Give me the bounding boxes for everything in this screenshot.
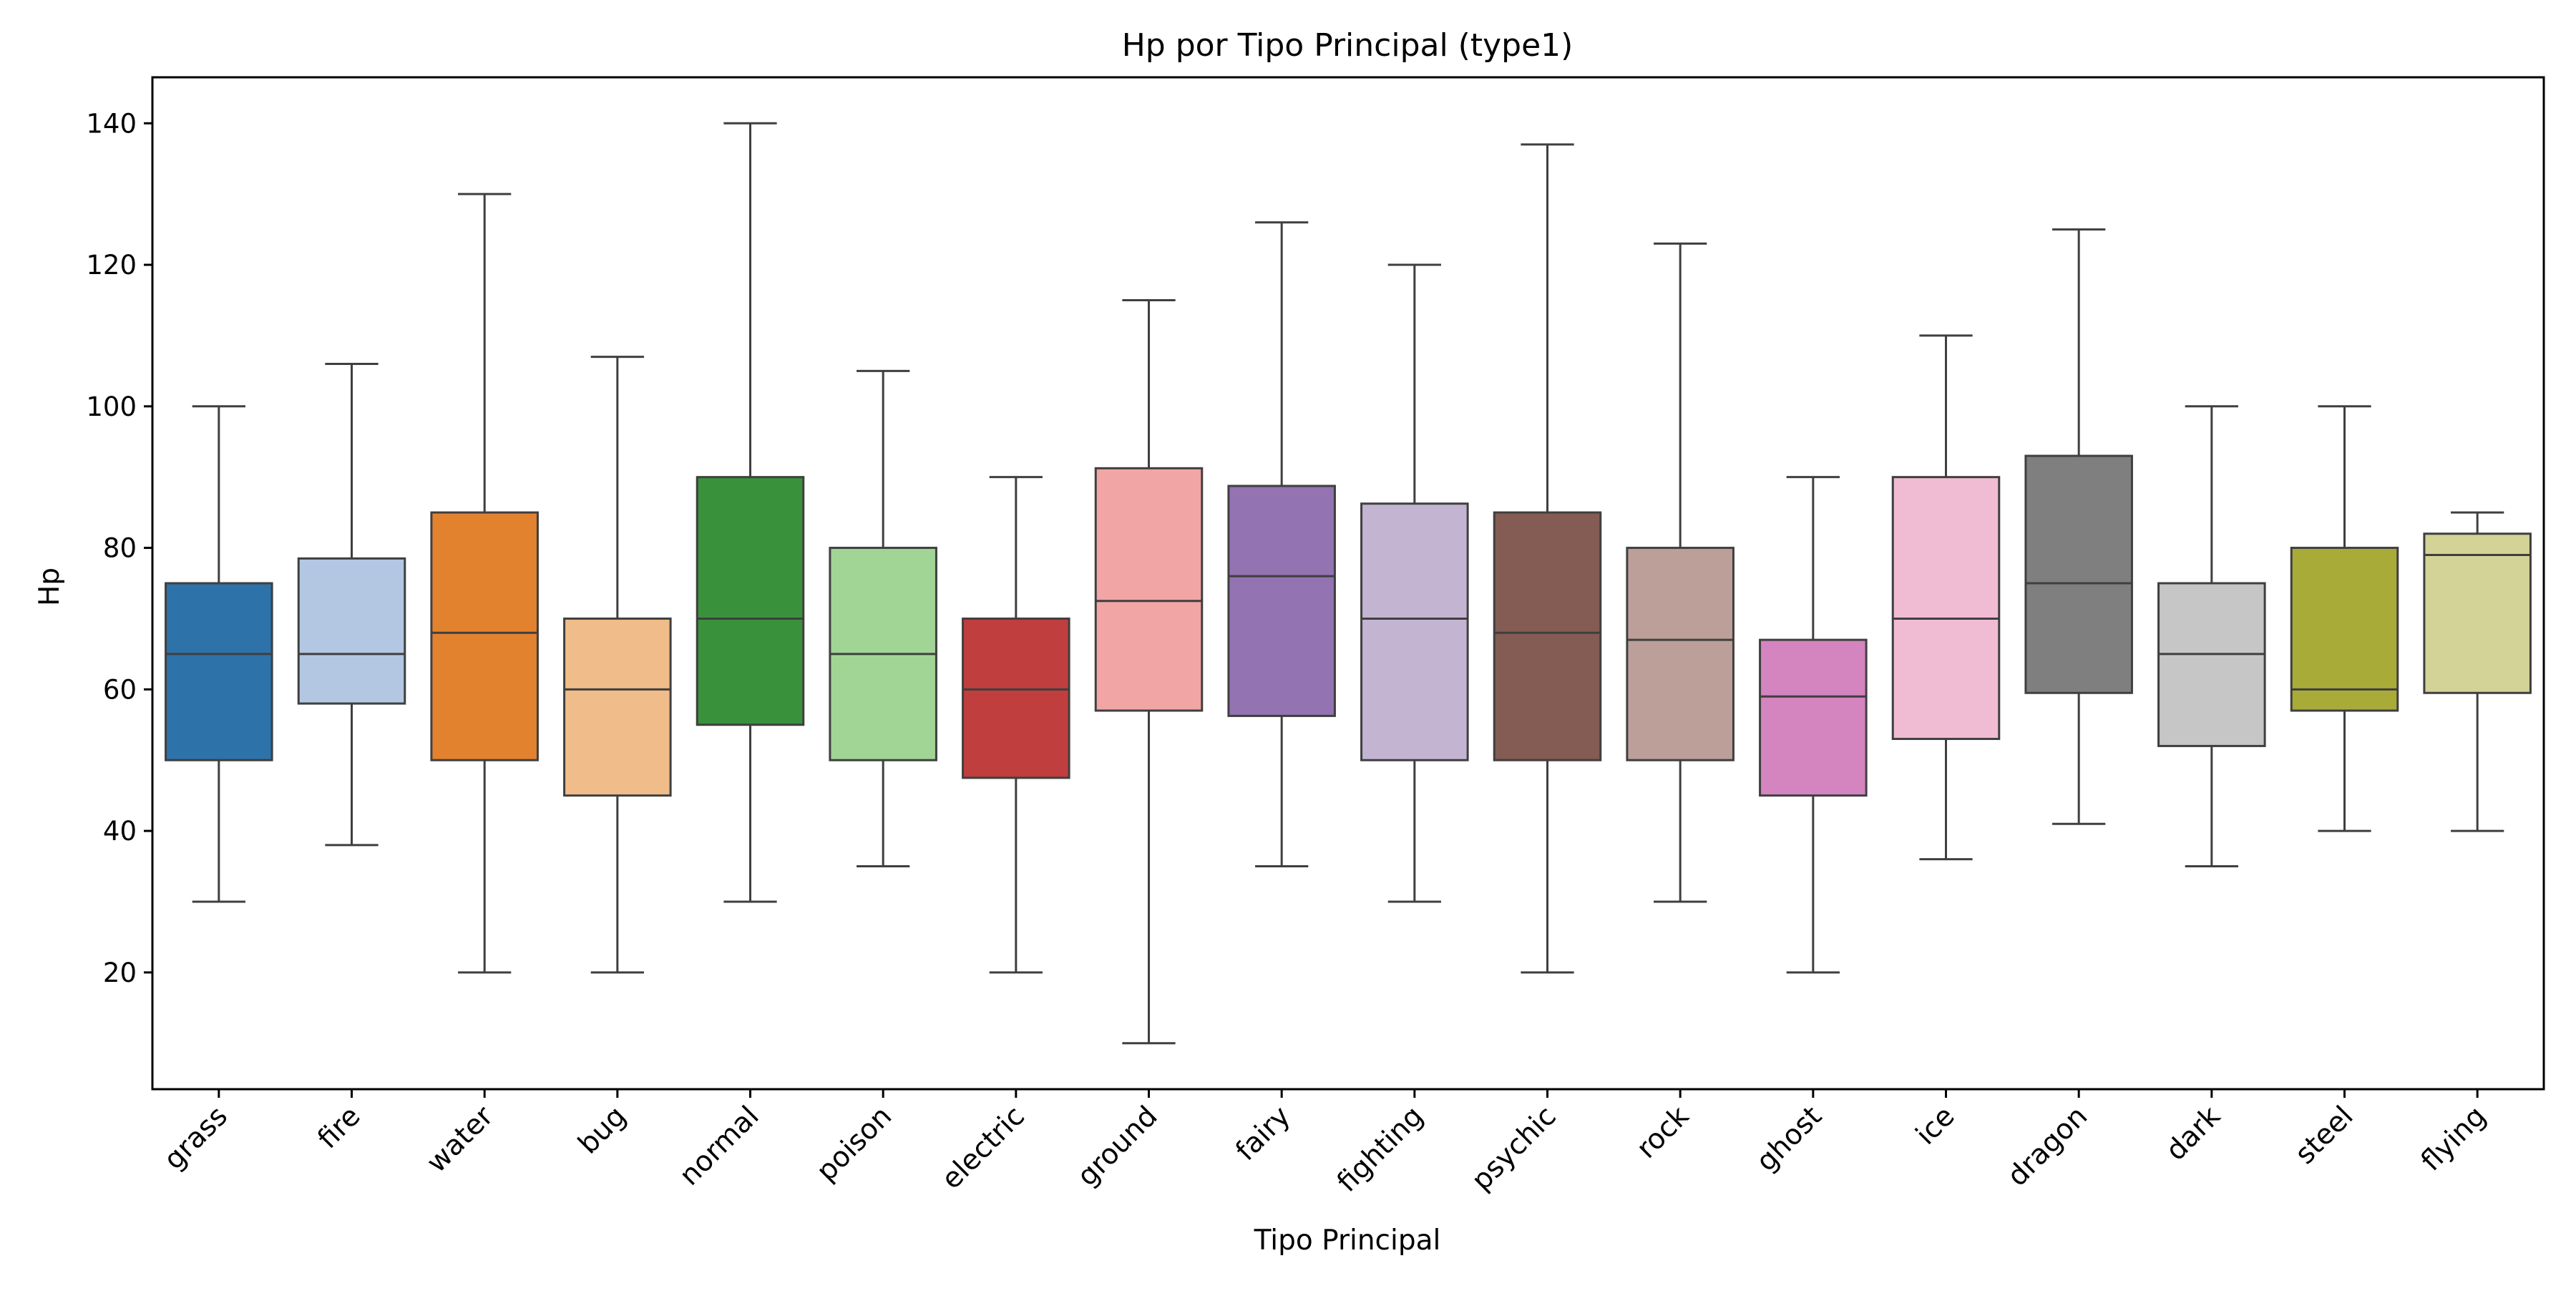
box-body bbox=[297, 557, 406, 705]
x-tick-label: normal bbox=[673, 1100, 765, 1192]
box-group-dark bbox=[2157, 405, 2266, 868]
x-tick-label: dark bbox=[2160, 1100, 2227, 1167]
x-tick-label: water bbox=[421, 1100, 500, 1179]
chart-title: Hp por Tipo Principal (type1) bbox=[1122, 27, 1574, 64]
y-tick-label: 40 bbox=[103, 816, 137, 847]
box-body bbox=[563, 617, 672, 797]
x-tick-label: flying bbox=[2415, 1100, 2492, 1177]
box-group-ghost bbox=[1759, 476, 1868, 974]
box-body bbox=[1891, 476, 2001, 741]
box-group-poison bbox=[829, 369, 937, 868]
x-tick-label: bug bbox=[572, 1100, 633, 1160]
box-group-bug bbox=[563, 356, 672, 974]
x-tick-label: ice bbox=[1910, 1100, 1961, 1151]
box-group-grass bbox=[165, 405, 273, 903]
box-body bbox=[165, 582, 273, 761]
x-tick-label: electric bbox=[935, 1100, 1031, 1196]
x-tick-label: rock bbox=[1631, 1100, 1696, 1165]
y-axis-label: Hp bbox=[34, 567, 66, 606]
box-group-fairy bbox=[1227, 221, 1336, 868]
box-body bbox=[1094, 467, 1204, 712]
box-group-fighting bbox=[1360, 263, 1469, 903]
y-tick-label: 80 bbox=[103, 533, 137, 564]
box-group-psychic bbox=[1493, 143, 1602, 974]
box-body bbox=[1227, 484, 1336, 717]
box-group-steel bbox=[2290, 405, 2399, 832]
x-axis-label: Tipo Principal bbox=[1254, 1224, 1441, 1257]
plot-frame bbox=[151, 76, 2545, 1091]
box-body bbox=[1759, 638, 1868, 797]
box-group-dragon bbox=[2024, 228, 2133, 825]
box-body bbox=[962, 617, 1070, 779]
box-body bbox=[1493, 511, 1602, 761]
box-body bbox=[696, 476, 805, 726]
x-tick-label: ghost bbox=[1750, 1100, 1828, 1178]
x-axis: grass fire water bug normal poison electric gro… bbox=[158, 1089, 2492, 1199]
box-body bbox=[2423, 532, 2532, 694]
x-tick-label: ground bbox=[1071, 1100, 1163, 1192]
y-axis: 20 40 60 80 100 120 140 bbox=[86, 108, 152, 988]
x-tick-label: dragon bbox=[2001, 1100, 2094, 1192]
boxes-layer bbox=[165, 122, 2532, 1045]
box-group-rock bbox=[1626, 242, 1735, 903]
box-group-fire bbox=[297, 362, 406, 847]
box-body bbox=[1360, 502, 1469, 761]
box-group-water bbox=[430, 193, 539, 974]
box-body bbox=[2024, 454, 2133, 694]
box-group-flying bbox=[2423, 511, 2532, 832]
y-tick-label: 120 bbox=[86, 250, 137, 281]
x-tick-label: fighting bbox=[1331, 1100, 1430, 1199]
x-tick-label: steel bbox=[2289, 1100, 2360, 1171]
box-body bbox=[1626, 547, 1735, 761]
y-tick-label: 100 bbox=[86, 391, 137, 422]
x-tick-label: psychic bbox=[1465, 1100, 1562, 1197]
y-tick-label: 60 bbox=[103, 674, 137, 705]
y-tick-label: 140 bbox=[86, 108, 137, 139]
x-tick-label: grass bbox=[158, 1100, 234, 1176]
x-tick-label: fire bbox=[312, 1100, 367, 1155]
box-group-ice bbox=[1891, 334, 2001, 861]
box-body bbox=[430, 511, 539, 761]
x-tick-label: fairy bbox=[1229, 1100, 1297, 1167]
box-body bbox=[2290, 547, 2399, 712]
box-group-ground bbox=[1094, 298, 1204, 1045]
y-tick-label: 20 bbox=[103, 958, 137, 988]
x-tick-label: poison bbox=[811, 1100, 899, 1188]
box-body bbox=[2157, 582, 2266, 747]
box-group-electric bbox=[962, 476, 1070, 974]
box-group-normal bbox=[696, 122, 805, 903]
